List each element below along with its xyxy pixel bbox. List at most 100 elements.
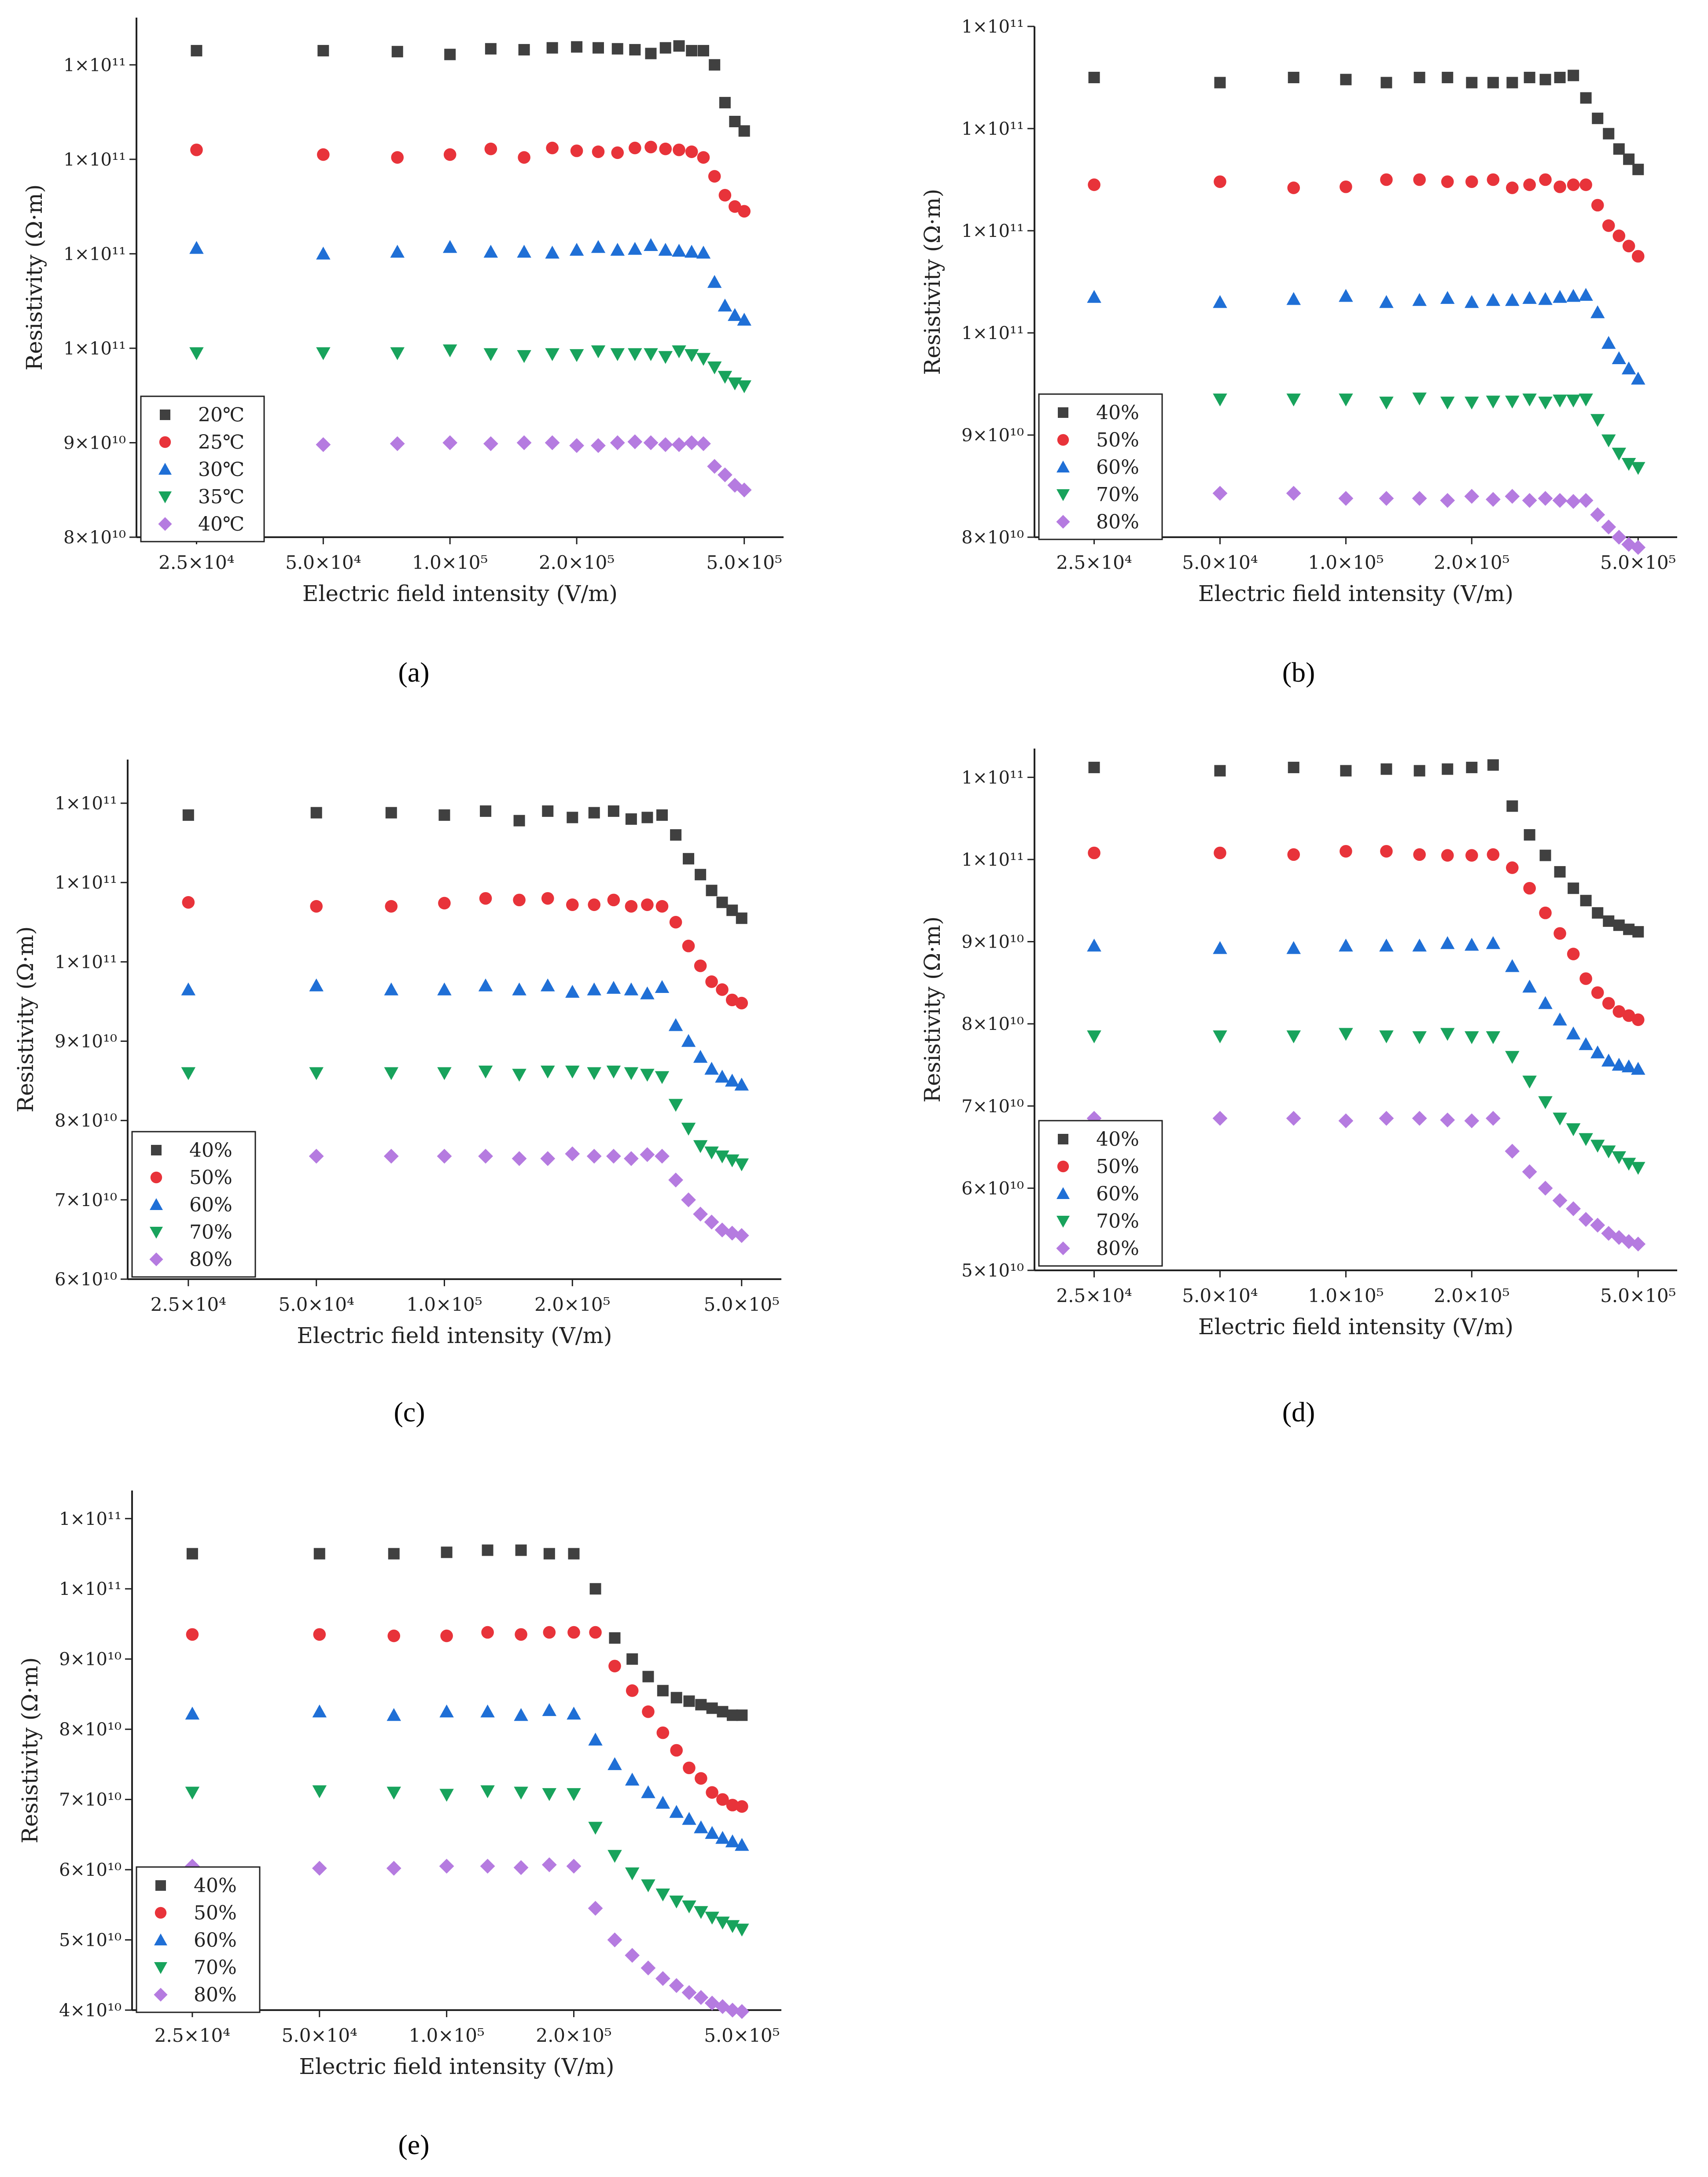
data-point (390, 244, 405, 258)
data-point (1412, 392, 1427, 406)
data-point (589, 1583, 601, 1595)
data-point (546, 42, 558, 54)
series-60% (1087, 288, 1645, 385)
data-point (681, 1985, 697, 2000)
data-point (1579, 1037, 1593, 1050)
legend-label: 60% (1096, 1183, 1139, 1205)
x-tick-label: 2.0×10⁵ (536, 2025, 611, 2046)
data-point (517, 350, 531, 363)
legend-marker (155, 1907, 167, 1919)
data-point (716, 1793, 729, 1806)
data-point (1601, 1145, 1616, 1159)
data-point (1631, 1236, 1646, 1252)
series-50% (186, 1626, 748, 1813)
data-point (1612, 1058, 1627, 1071)
data-point (715, 1916, 730, 1930)
data-point (1601, 434, 1616, 447)
data-point (641, 898, 654, 911)
data-point (588, 898, 601, 911)
data-point (1522, 1075, 1537, 1089)
data-point (1579, 972, 1592, 985)
data-point (565, 1066, 580, 1079)
x-tick-label: 2.0×10⁵ (539, 552, 615, 573)
data-point (1486, 936, 1501, 949)
data-point (1485, 492, 1501, 507)
y-axis-label: Resistivity (Ω·m) (17, 1657, 43, 1844)
chart-b-caption: (b) (1282, 657, 1315, 688)
data-point (181, 982, 196, 996)
data-point (609, 1632, 621, 1644)
data-point (384, 1067, 399, 1080)
data-point (543, 1626, 556, 1639)
legend-label: 25℃ (198, 431, 244, 454)
data-point (1340, 74, 1352, 85)
data-point (625, 900, 638, 913)
x-axis-label: Electric field intensity (V/m) (299, 2054, 614, 2079)
series-25℃ (190, 140, 751, 218)
data-point (1611, 530, 1627, 545)
chart-panel-c: 6×10¹⁰ 7×10¹⁰ 8×10¹⁰ 9×10¹⁰ 1×10¹¹ 1×10¹¹ 1×10… (0, 740, 828, 1444)
x-tick-label: 5.0×10⁴ (282, 2025, 357, 2046)
y-axis-label: Resistivity (Ω·m) (920, 916, 945, 1103)
data-point (607, 1932, 622, 1948)
data-point (1590, 507, 1605, 522)
data-point (1286, 292, 1301, 305)
data-point (480, 1859, 495, 1874)
data-point (1442, 763, 1454, 775)
data-point (1486, 395, 1501, 409)
x-tick-label: 1.0×10⁵ (412, 552, 488, 573)
data-point (725, 1225, 740, 1241)
data-point (1568, 70, 1579, 81)
x-tick-label: 5.0×10⁵ (1600, 1285, 1676, 1306)
data-point (706, 1786, 718, 1799)
data-point (737, 313, 751, 326)
data-point (1580, 92, 1592, 104)
data-point (1539, 849, 1551, 861)
data-point (1414, 72, 1425, 83)
y-tick-label: 1×10¹¹ (63, 339, 126, 359)
data-point (1287, 848, 1300, 861)
data-point (1505, 489, 1520, 504)
series-60% (1087, 936, 1645, 1075)
data-point (625, 813, 637, 825)
data-point (1553, 1012, 1567, 1026)
data-point (189, 347, 204, 360)
data-point (1212, 486, 1228, 501)
data-point (625, 1772, 640, 1786)
data-point (640, 1069, 655, 1082)
data-point (309, 1148, 324, 1164)
series-40% (1088, 759, 1644, 938)
data-point (591, 438, 606, 453)
data-point (655, 900, 669, 913)
data-point (608, 1660, 621, 1672)
data-point (437, 1148, 452, 1164)
data-point (1631, 1162, 1645, 1175)
data-point (1338, 1113, 1354, 1129)
data-point (1441, 175, 1454, 188)
series-40% (186, 1544, 748, 1721)
data-point (1601, 519, 1616, 535)
data-point (316, 247, 331, 260)
data-point (1288, 761, 1299, 773)
data-point (1592, 907, 1604, 919)
data-point (1380, 77, 1392, 89)
data-point (1612, 447, 1627, 461)
chart-c-caption: (c) (394, 1396, 425, 1428)
data-point (1466, 761, 1478, 773)
data-point (391, 151, 404, 164)
data-point (736, 1800, 748, 1813)
data-point (1578, 493, 1594, 508)
data-point (1601, 336, 1616, 349)
data-point (673, 40, 685, 52)
data-point (587, 982, 601, 996)
y-tick-label: 6×10¹⁰ (55, 1269, 117, 1290)
data-point (1590, 305, 1605, 318)
data-point (517, 244, 531, 258)
x-tick-label: 5.0×10⁴ (279, 1294, 354, 1315)
chart-c-svg: 6×10¹⁰ 7×10¹⁰ 8×10¹⁰ 9×10¹⁰ 1×10¹¹ 1×10¹¹ 1×10… (13, 760, 781, 1348)
data-point (1612, 351, 1627, 364)
chart-panel-d: 5×10¹⁰ 6×10¹⁰ 7×10¹⁰ 8×10¹⁰ 9×10¹⁰ 1×10¹¹ 1×10… (894, 740, 1708, 1444)
data-point (607, 1850, 622, 1863)
data-point (542, 1703, 557, 1716)
data-point (480, 1785, 495, 1798)
